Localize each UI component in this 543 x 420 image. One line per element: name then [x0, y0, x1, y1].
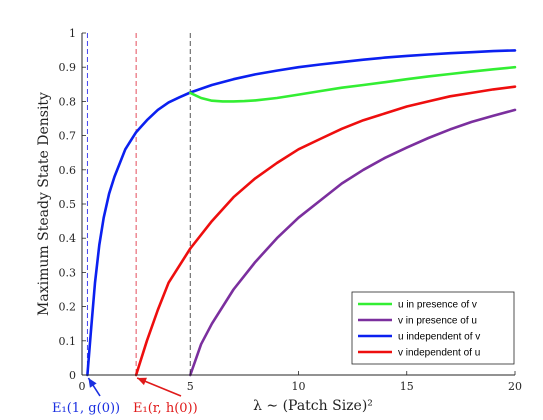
series-line-0 [189, 65, 517, 103]
annotations: E₁(1, g(0)) E₁(r, h(0)) [52, 377, 198, 416]
y-tick-label-3: 0.3 [59, 266, 77, 279]
y-axis-label: Maximum Steady State Density [36, 92, 52, 316]
series-line-1 [189, 108, 517, 377]
legend-label-2: u independent of v [398, 332, 480, 343]
legend-label-0: u in presence of v [398, 300, 477, 311]
legend-label-3: v independent of u [398, 348, 480, 359]
y-tick-label-8: 0.8 [59, 95, 77, 108]
series-group [86, 49, 517, 377]
y-tick-label-10: 1 [69, 27, 76, 40]
series-line-2 [86, 49, 517, 377]
y-tick-label-5: 0.5 [59, 198, 77, 211]
x-axis-label: λ ∼ (Patch Size)² [253, 398, 373, 414]
annotation-label-0: E₁(1, g(0)) [52, 401, 120, 416]
x-tick-label-4: 20 [508, 380, 522, 393]
x-tick-label-2: 10 [292, 380, 306, 393]
x-ticks: 0 5 10 15 20 [79, 371, 522, 393]
y-tick-label-7: 0.7 [59, 130, 77, 143]
y-tick-label-4: 0.4 [59, 232, 77, 245]
legend-label-1: v in presence of u [398, 316, 477, 327]
vertical-reference-lines [86, 33, 191, 375]
x-tick-label-1: 5 [187, 380, 194, 393]
y-tick-label-1: 0.1 [59, 335, 77, 348]
y-tick-label-9: 0.9 [59, 61, 77, 74]
annotation-label-1: E₁(r, h(0)) [133, 401, 198, 416]
x-tick-label-3: 15 [400, 380, 414, 393]
y-tick-label-2: 0.2 [59, 301, 77, 314]
y-ticks: 0 0.1 0.2 0.3 0.4 0.5 0.6 0.7 0.8 0.9 1 [59, 27, 86, 382]
y-tick-label-6: 0.6 [59, 164, 77, 177]
series-line-3 [134, 85, 517, 377]
annotation-arrowhead-0 [88, 378, 97, 388]
legend: u in presence of v v in presence of u u in… [351, 291, 515, 365]
y-tick-label-0: 0 [69, 369, 76, 382]
annotation-arrowhead-1 [137, 377, 147, 386]
x-tick-label-0: 0 [79, 380, 86, 393]
